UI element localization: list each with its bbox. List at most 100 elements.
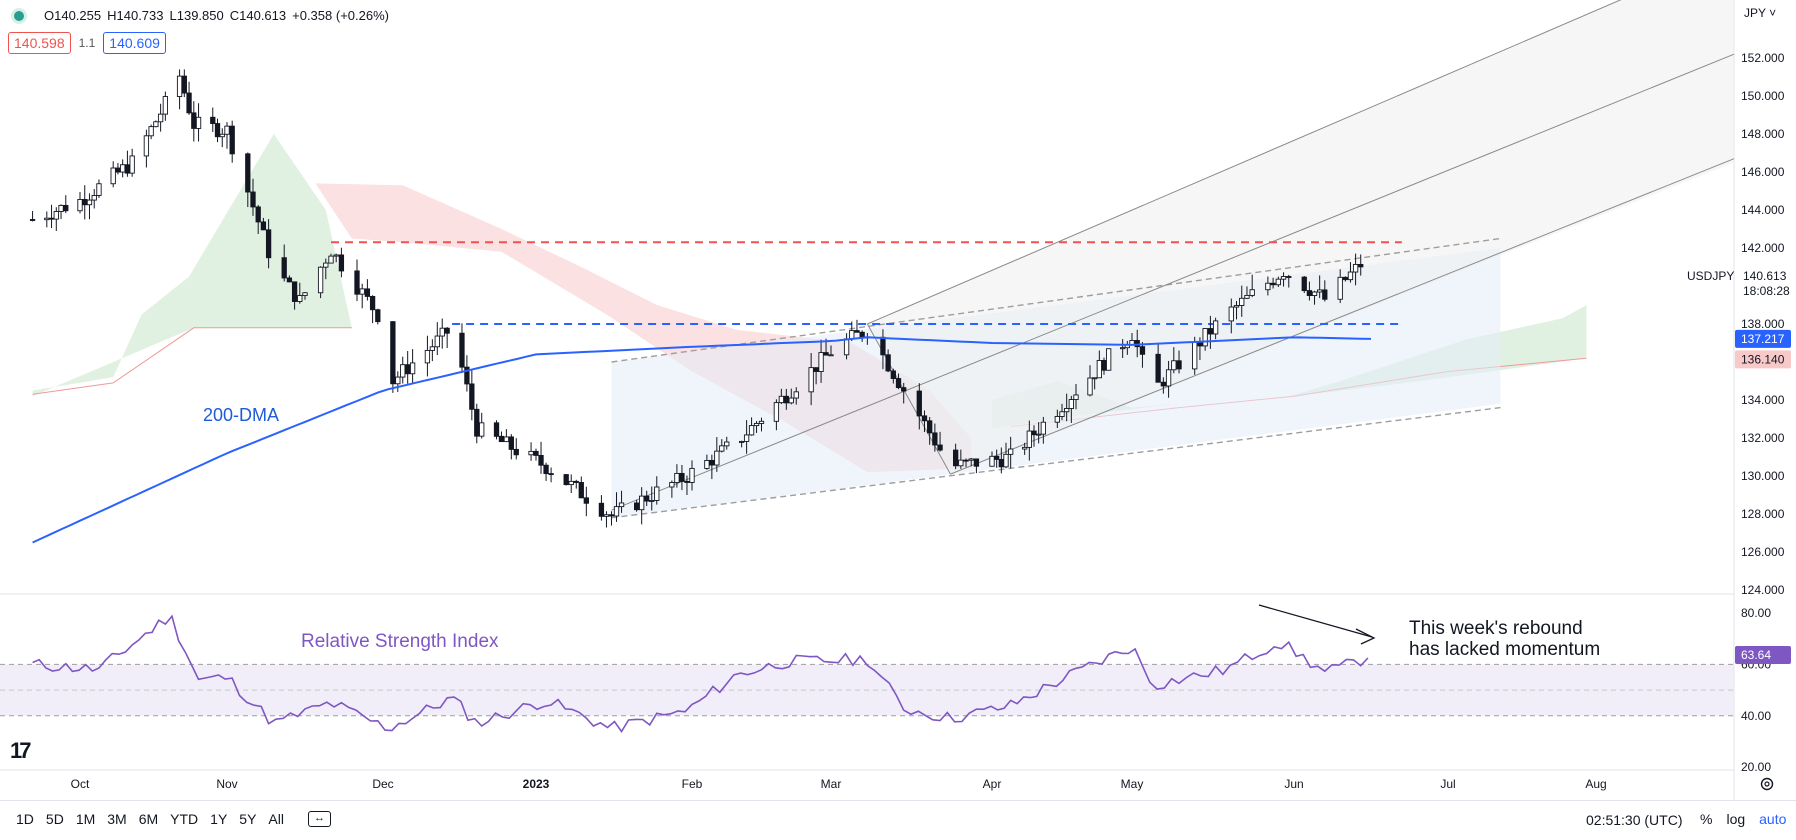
candle-down (598, 502, 605, 517)
candle-up (1022, 446, 1028, 450)
ohlc-close: C140.613 (229, 8, 287, 23)
timeframe-1m[interactable]: 1M (75, 811, 96, 827)
candle-up (429, 346, 436, 351)
candle-down (859, 331, 865, 338)
candle-down (916, 390, 922, 417)
timeframe-all[interactable]: All (268, 811, 284, 827)
auto-scale-toggle[interactable]: auto (1759, 811, 1787, 827)
candle-up (1317, 289, 1323, 293)
spread-value: 1.1 (78, 36, 96, 50)
candle-down (291, 281, 298, 302)
candle-down (186, 92, 192, 114)
currency-label: JPY (1744, 6, 1766, 20)
candle-up (323, 262, 329, 268)
timeframe-3m[interactable]: 3M (107, 811, 127, 827)
candle-up (778, 395, 785, 404)
note-arrow-head-icon (1355, 628, 1376, 645)
bid-price-button[interactable]: 140.598 (8, 32, 71, 54)
time-axis-tick: Mar (821, 777, 842, 791)
timeframe-1d[interactable]: 1D (16, 811, 34, 827)
candle-down (191, 112, 197, 129)
date-range-icon[interactable]: ↔ (307, 811, 331, 827)
price-axis-tick: 152.000 (1741, 51, 1785, 65)
candle-up (818, 352, 824, 372)
candle-down (214, 123, 221, 138)
candle-down (644, 495, 650, 502)
candle-down (405, 364, 411, 375)
candle-down (245, 153, 251, 193)
candle-up (743, 434, 750, 442)
time-axis-tick: Jul (1440, 777, 1455, 791)
candle-up (714, 450, 720, 466)
candle-down (260, 221, 267, 231)
candle-down (548, 473, 554, 476)
bar-countdown: 18:08:28 (1743, 284, 1790, 298)
candle-up (1087, 377, 1093, 396)
candle-down (265, 229, 272, 259)
candle-up (704, 459, 710, 469)
candle-up (1192, 341, 1198, 370)
price-axis-tick: 146.000 (1741, 165, 1785, 179)
candle-up (176, 75, 183, 97)
log-scale-toggle[interactable]: log (1726, 811, 1746, 827)
candle-down (1139, 346, 1146, 355)
candle-down (1031, 430, 1037, 436)
timeframe-5d[interactable]: 5D (45, 811, 64, 827)
candle-up (1092, 377, 1098, 380)
candle-up (77, 199, 83, 212)
candle-down (1160, 381, 1167, 387)
note-line-2: has lacked momentum (1409, 639, 1600, 660)
candle-down (1301, 276, 1307, 292)
candle-up (1233, 305, 1240, 308)
candle-up (129, 155, 135, 174)
candle-up (1026, 430, 1032, 448)
candle-down (124, 164, 131, 174)
candle-up (849, 330, 855, 340)
candle-up (1003, 453, 1009, 468)
ohlc-high: H140.733 (107, 8, 164, 23)
candle-down (210, 116, 216, 124)
currency-selector[interactable]: JPY ˅ (1744, 6, 1776, 20)
timeframe-6m[interactable]: 6M (138, 811, 159, 827)
candle-up (1120, 347, 1126, 350)
pitchfork-median-line (611, 53, 1735, 511)
candle-up (1068, 399, 1074, 409)
candle-up (1202, 328, 1208, 347)
candle-down (48, 217, 55, 220)
candle-up (1249, 289, 1255, 296)
timeframe-ytd[interactable]: YTD (170, 811, 199, 827)
candle-up (96, 183, 102, 196)
candle-up (654, 486, 660, 501)
tradingview-logo-icon[interactable]: 17 (10, 738, 32, 763)
candle-down (633, 502, 640, 511)
candle-up (1036, 433, 1042, 436)
candle-up (86, 199, 93, 206)
timeframe-1y[interactable]: 1Y (210, 811, 228, 827)
candle-up (479, 422, 485, 437)
candle-up (1337, 276, 1343, 300)
candle-up (1212, 320, 1219, 335)
candle-down (1207, 328, 1214, 335)
candle-down (390, 321, 396, 385)
price-chart[interactable]: 200-DMA Relative Strength Index This week'… (0, 0, 1796, 800)
pitchfork-lower-line (950, 158, 1735, 475)
candle-down (994, 455, 1000, 460)
candle-down (115, 167, 121, 173)
candle-up (1008, 448, 1014, 455)
candle-up (1352, 263, 1359, 273)
candle-down (890, 370, 896, 379)
candle-up (162, 96, 169, 115)
candle-down (901, 387, 907, 392)
candle-up (1171, 360, 1177, 371)
candle-up (503, 436, 510, 443)
timeframe-5y[interactable]: 5Y (239, 811, 257, 827)
candle-down (369, 295, 376, 311)
percent-scale-toggle[interactable]: % (1700, 811, 1713, 827)
candle-up (1280, 276, 1287, 280)
candle-down (573, 480, 579, 483)
candle-up (317, 266, 324, 294)
ask-price-button[interactable]: 140.609 (103, 32, 166, 54)
candle-down (250, 191, 256, 208)
candle-up (1265, 282, 1271, 291)
